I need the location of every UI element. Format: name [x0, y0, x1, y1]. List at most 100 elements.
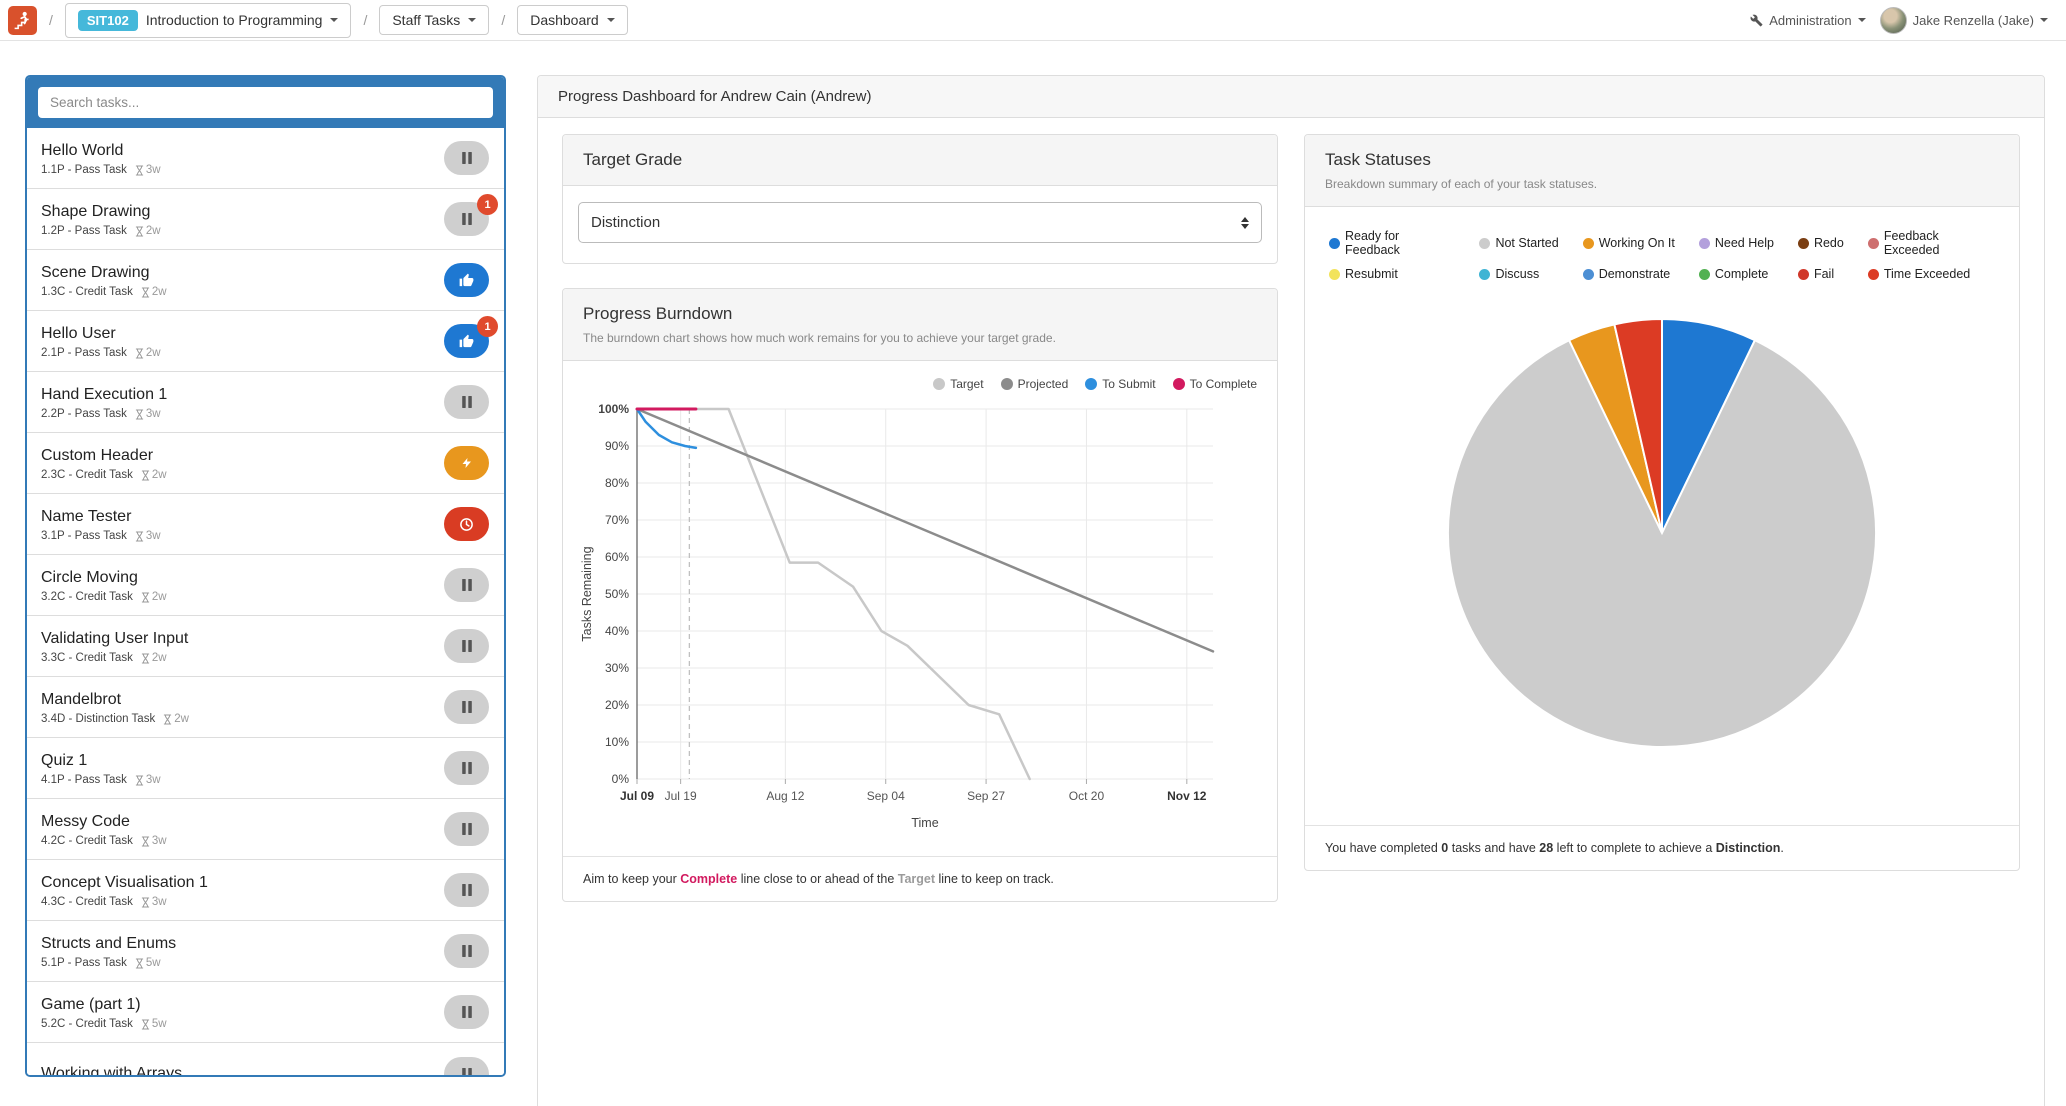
chevron-down-icon: [468, 18, 477, 22]
legend-item[interactable]: Fail: [1797, 267, 1844, 281]
task-status-button[interactable]: [444, 141, 489, 175]
dashboard-dropdown-button[interactable]: Dashboard: [517, 5, 628, 35]
task-title: Messy Code: [41, 813, 130, 830]
legend-item[interactable]: Feedback Exceeded: [1867, 229, 1995, 257]
task-title: Validating User Input: [41, 630, 189, 647]
task-duration: 2w: [141, 286, 167, 298]
task-list-item[interactable]: Game (part 1) 5.2C - Credit Task 5w: [27, 982, 504, 1043]
legend-item[interactable]: To Submit: [1085, 377, 1156, 391]
legend-item[interactable]: Discuss: [1479, 267, 1558, 281]
task-status-button[interactable]: [444, 995, 489, 1029]
thumbs-up-icon: [459, 334, 474, 347]
legend-item[interactable]: Resubmit: [1329, 267, 1455, 281]
task-status-button[interactable]: [444, 1056, 489, 1075]
hourglass-icon: [135, 531, 143, 541]
pause-icon: [461, 884, 472, 896]
svg-text:Time: Time: [911, 816, 938, 830]
task-list-item[interactable]: Working with Arrays: [27, 1043, 504, 1075]
task-list-item[interactable]: Quiz 1 4.1P - Pass Task 3w: [27, 738, 504, 799]
task-status-button[interactable]: [444, 629, 489, 663]
task-status-button[interactable]: [444, 934, 489, 968]
legend-label: Feedback Exceeded: [1883, 229, 1940, 257]
burndown-footnote: Aim to keep your Complete line close to …: [563, 856, 1277, 901]
breadcrumb-separator: /: [501, 12, 506, 28]
legend-color-dot: [1867, 268, 1879, 280]
wrench-icon: [1750, 14, 1763, 26]
task-title: Hello World: [41, 142, 124, 159]
clock-icon: [460, 517, 473, 531]
task-list-item[interactable]: Circle Moving 3.2C - Credit Task 2w: [27, 555, 504, 616]
task-list-item[interactable]: Hand Execution 1 2.2P - Pass Task 3w: [27, 372, 504, 433]
task-duration: 2w: [141, 591, 167, 603]
task-list-item[interactable]: Structs and Enums 5.1P - Pass Task 5w: [27, 921, 504, 982]
task-status-button[interactable]: [444, 751, 489, 785]
legend-item[interactable]: Time Exceeded: [1867, 267, 1995, 281]
legend-item[interactable]: Target: [933, 377, 984, 391]
task-list-item[interactable]: Scene Drawing 1.3C - Credit Task 2w: [27, 250, 504, 311]
legend-label: Complete: [1714, 267, 1769, 281]
task-list-item[interactable]: Hello World 1.1P - Pass Task 3w: [27, 128, 504, 189]
task-status-button[interactable]: 1: [444, 316, 498, 358]
legend-item[interactable]: Redo: [1797, 229, 1844, 257]
svg-text:Tasks Remaining: Tasks Remaining: [580, 546, 594, 641]
task-list-item[interactable]: Concept Visualisation 1 4.3C - Credit Tas…: [27, 860, 504, 921]
task-status-button[interactable]: [444, 690, 489, 724]
legend-color-dot: [1582, 237, 1594, 249]
task-code-label: 3.1P - Pass Task 3w: [41, 530, 161, 542]
legend-item[interactable]: Working On It: [1582, 229, 1675, 257]
unit-dropdown-button[interactable]: SIT102 Introduction to Programming: [64, 2, 352, 38]
task-status-button[interactable]: [444, 263, 489, 297]
legend-color-dot: [1479, 268, 1491, 280]
app-logo[interactable]: [8, 5, 37, 35]
legend-color-dot: [1797, 237, 1809, 249]
task-statuses-legend: Ready for Feedback Not Started Working On …: [1325, 221, 1999, 295]
legend-item[interactable]: Ready for Feedback: [1329, 229, 1455, 257]
task-status-button[interactable]: 1: [444, 194, 498, 236]
task-list-item[interactable]: Name Tester 3.1P - Pass Task 3w: [27, 494, 504, 555]
legend-item[interactable]: Complete: [1698, 267, 1774, 281]
legend-item[interactable]: Projected: [1000, 377, 1068, 391]
legend-item[interactable]: To Complete: [1172, 377, 1257, 391]
legend-item[interactable]: Need Help: [1698, 229, 1774, 257]
task-title: Concept Visualisation 1: [41, 874, 208, 891]
task-code-label: 2.1P - Pass Task 2w: [41, 347, 161, 359]
task-status-button[interactable]: [444, 385, 489, 419]
task-status-button[interactable]: [444, 873, 489, 907]
target-grade-select[interactable]: Distinction: [578, 202, 1262, 243]
dashboard-label: Dashboard: [530, 12, 599, 28]
task-status-button[interactable]: [444, 446, 489, 480]
task-status-button[interactable]: [444, 812, 489, 846]
task-list-item[interactable]: Mandelbrot 3.4D - Distinction Task 2w: [27, 677, 504, 738]
user-menu[interactable]: Jake Renzella (Jake): [1879, 6, 2048, 34]
task-title: Game (part 1): [41, 996, 141, 1013]
legend-label: Fail: [1813, 267, 1835, 281]
burndown-title: Progress Burndown: [583, 304, 733, 323]
legend-color-dot: [1329, 268, 1340, 280]
task-statuses-subtitle: Breakdown summary of each of your task s…: [1325, 177, 1598, 191]
staff-tasks-label: Staff Tasks: [392, 12, 461, 28]
task-list-item[interactable]: Custom Header 2.3C - Credit Task 2w: [27, 433, 504, 494]
svg-text:40%: 40%: [605, 624, 629, 638]
legend-item[interactable]: Not Started: [1479, 229, 1559, 257]
task-duration: 5w: [141, 1018, 167, 1030]
task-list-item[interactable]: Validating User Input 3.3C - Credit Task 2…: [27, 616, 504, 677]
task-list-item[interactable]: Hello User 2.1P - Pass Task 2w 1: [27, 311, 504, 372]
search-input[interactable]: [38, 87, 493, 118]
task-duration: 2w: [135, 347, 161, 359]
task-status-button[interactable]: [444, 507, 489, 541]
hourglass-icon: [135, 775, 143, 785]
task-code-label: 4.3C - Credit Task 3w: [41, 896, 167, 908]
administration-menu[interactable]: Administration: [1750, 13, 1866, 28]
task-list-item[interactable]: Messy Code 4.2C - Credit Task 3w: [27, 799, 504, 860]
legend-color-dot: [1479, 237, 1491, 249]
svg-text:Nov 12: Nov 12: [1167, 789, 1207, 803]
legend-item[interactable]: Demonstrate: [1582, 267, 1675, 281]
task-title: Custom Header: [41, 447, 154, 464]
task-list-item[interactable]: Shape Drawing 1.2P - Pass Task 2w 1: [27, 189, 504, 250]
task-status-button[interactable]: [444, 568, 489, 602]
staff-tasks-dropdown-button[interactable]: Staff Tasks: [379, 5, 490, 35]
pause-icon: [461, 1067, 472, 1075]
legend-color-dot: [933, 378, 946, 390]
task-title: Mandelbrot: [41, 691, 122, 708]
